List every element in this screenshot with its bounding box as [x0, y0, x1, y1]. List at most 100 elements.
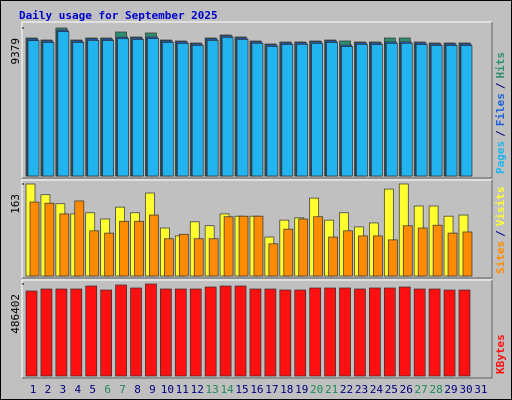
bar [253, 215, 264, 277]
bar [85, 285, 98, 377]
bar [104, 232, 115, 277]
bar [294, 289, 307, 377]
x-tick-label: 21 [325, 383, 338, 396]
x-tick-label: 18 [280, 383, 293, 396]
bar [445, 45, 458, 177]
bar [189, 288, 202, 377]
bar [130, 287, 142, 377]
bar [40, 288, 53, 377]
bar [385, 43, 398, 177]
bar [162, 42, 174, 177]
bar [160, 288, 172, 377]
bar [281, 44, 294, 177]
x-tick-label: 26 [400, 383, 413, 396]
bar [223, 216, 234, 277]
x-tick-label: 6 [104, 383, 111, 396]
y-tick-label: 9379 [9, 38, 22, 65]
bar [119, 220, 129, 277]
x-tick-label: 14 [220, 383, 234, 396]
bar [264, 288, 277, 377]
legend-separator: / [494, 230, 507, 237]
x-tick-label: 25 [385, 383, 398, 396]
bar [387, 239, 398, 277]
x-tick-label: 13 [206, 383, 219, 396]
bar [443, 289, 456, 377]
panel-border [22, 180, 493, 279]
bar [87, 40, 100, 177]
bar [29, 201, 40, 277]
x-tick-label: 30 [459, 383, 472, 396]
bar [178, 233, 189, 277]
bar [149, 214, 159, 277]
bar [283, 228, 294, 277]
bar [343, 230, 353, 277]
bar [402, 225, 413, 277]
bar [311, 43, 324, 177]
bar [191, 45, 204, 177]
bar [383, 287, 396, 377]
bar [298, 218, 309, 277]
y-tick-label: 163 [9, 194, 22, 214]
bar [249, 288, 262, 377]
legend-separator: / [494, 82, 507, 89]
x-tick-label: 31 [474, 383, 487, 396]
bar [164, 238, 174, 277]
bar [74, 200, 85, 277]
legend-entry: KBytes [494, 334, 507, 374]
x-tick-label: 20 [310, 383, 323, 396]
panel-border [22, 22, 493, 179]
bar [358, 235, 368, 277]
bar [102, 40, 115, 177]
bar [219, 285, 232, 377]
bar [341, 46, 353, 177]
panel-border [21, 179, 492, 278]
x-tick-label: 5 [89, 383, 96, 396]
bar [57, 31, 70, 177]
bar [72, 42, 85, 177]
bar [447, 232, 458, 277]
bar [460, 45, 473, 177]
bar [313, 216, 324, 277]
bar [400, 43, 413, 177]
bar [432, 224, 443, 277]
bar [324, 287, 336, 377]
legend: KBytes [494, 334, 507, 374]
legend-separator: / [494, 130, 507, 137]
bar [462, 231, 473, 277]
bar [356, 44, 368, 177]
x-tick-label: 16 [250, 383, 263, 396]
bar [27, 40, 40, 177]
bar [193, 238, 204, 277]
bar [413, 288, 426, 377]
x-tick-label: 17 [265, 383, 278, 396]
bar [369, 287, 381, 377]
bar [279, 289, 292, 377]
bar [238, 215, 249, 277]
bar [371, 44, 383, 177]
bar [176, 43, 189, 177]
x-tick-label: 29 [444, 383, 457, 396]
x-tick-label: 8 [134, 383, 141, 396]
bar [206, 40, 219, 177]
bar [373, 235, 383, 277]
panel-border [22, 280, 493, 379]
bar [70, 288, 83, 377]
legend-entry: Pages [494, 141, 507, 174]
x-tick-label: 27 [415, 383, 428, 396]
bar [328, 236, 338, 277]
panel-border [21, 21, 492, 178]
bar [428, 288, 441, 377]
legend-entry: Files [494, 93, 507, 126]
legend-entry: Sites [494, 241, 507, 274]
bar [25, 290, 38, 377]
x-tick-label: 10 [161, 383, 174, 396]
bar [354, 288, 366, 377]
legend: Pages / Files / Hits [494, 52, 507, 174]
bar [430, 45, 443, 177]
x-tick-label: 23 [355, 383, 368, 396]
x-tick-label: 22 [340, 383, 353, 396]
x-tick-label: 28 [429, 383, 442, 396]
bar [132, 39, 144, 177]
